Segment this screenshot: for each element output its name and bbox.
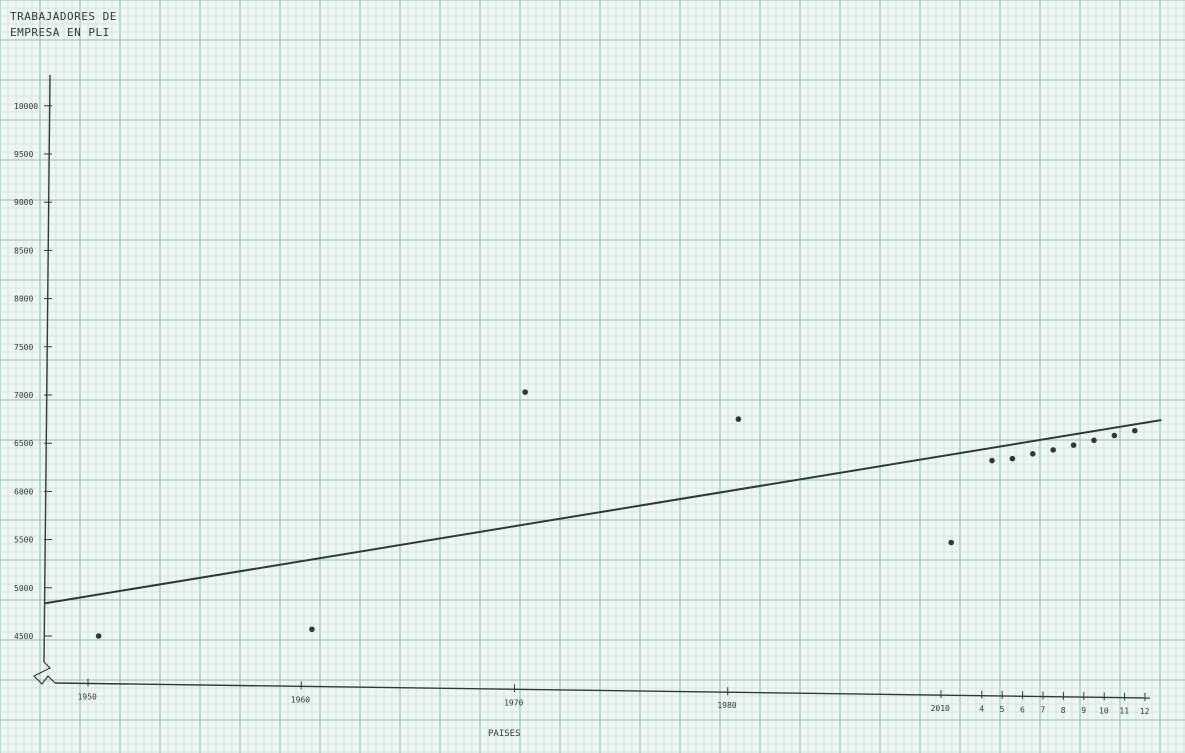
x-tick-label: 12	[1140, 707, 1150, 716]
y-tick-label: 8000	[14, 295, 33, 304]
x-tick-label: 1970	[504, 698, 523, 707]
x-tick-label: 1960	[291, 695, 310, 704]
x-tick-label: 8	[1061, 706, 1066, 715]
x-tick-label: 10	[1099, 706, 1109, 715]
y-ticks: 10000 9500 9000 8500 8000 7500 7000 6500 6000 550…	[14, 102, 52, 641]
y-tick-label: 7500	[14, 343, 33, 352]
y-tick-label: 6500	[14, 439, 33, 448]
y-tick-label: 7000	[14, 391, 33, 400]
x-axis-label: PAISES	[488, 729, 521, 739]
y-tick-label: 4500	[14, 632, 33, 641]
trend-line	[45, 419, 1162, 605]
x-ticks: 1950 1960 1970 1980 2010 4 5 6 7 8 9 10 11 12	[78, 678, 1150, 716]
data-point	[1070, 442, 1077, 448]
axes	[32, 74, 1151, 699]
x-tick-label: 7	[1040, 706, 1045, 715]
x-tick-label: 1950	[78, 692, 97, 701]
y-tick-label: 9000	[14, 198, 33, 207]
x-tick-label: 6	[1020, 705, 1025, 714]
y-axis-label-line-2: EMPRESA EN PLI	[10, 26, 110, 39]
y-axis-label-line-1: TRABAJADORES DE	[10, 10, 117, 23]
data-point	[309, 626, 315, 633]
data-point	[1050, 447, 1056, 453]
data-point	[1009, 455, 1016, 462]
data-point	[989, 457, 995, 464]
data-point	[522, 389, 528, 395]
y-axis-line	[43, 74, 51, 663]
x-tick-label: 1980	[717, 701, 736, 710]
data-point	[1132, 427, 1138, 434]
data-point	[735, 416, 742, 422]
y-tick-label: 8500	[14, 246, 33, 255]
y-tick-label: 5000	[14, 584, 33, 593]
x-tick-label: 4	[979, 705, 984, 714]
y-tick-label: 10000	[14, 102, 38, 111]
x-tick-label: 9	[1081, 706, 1086, 715]
x-axis-line	[54, 682, 1151, 699]
data-point	[95, 633, 102, 639]
data-point	[1111, 432, 1118, 439]
y-tick-label: 9500	[14, 150, 33, 159]
data-points	[95, 389, 1138, 639]
data-point	[1091, 437, 1097, 444]
x-tick-label: 2010	[931, 704, 950, 713]
x-tick-label: 11	[1119, 707, 1129, 716]
y-tick-label: 5500	[14, 536, 33, 545]
x-tick-label: 5	[1000, 705, 1005, 714]
data-point	[948, 539, 954, 546]
y-tick-label: 6000	[14, 487, 33, 496]
data-point	[1030, 451, 1036, 457]
axis-break-mark	[32, 661, 56, 685]
